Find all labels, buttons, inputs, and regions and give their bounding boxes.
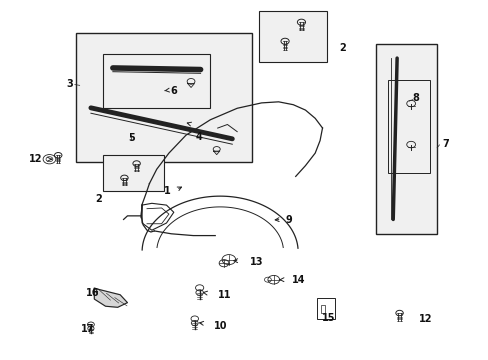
- Polygon shape: [94, 288, 127, 307]
- Text: 2: 2: [95, 194, 102, 204]
- Text: 12: 12: [418, 314, 432, 324]
- Text: 13: 13: [250, 257, 264, 267]
- Text: 17: 17: [81, 324, 95, 334]
- Text: 10: 10: [214, 321, 227, 331]
- Text: 7: 7: [441, 139, 448, 149]
- Text: 11: 11: [217, 291, 231, 301]
- Text: 1: 1: [163, 186, 170, 196]
- Text: 15: 15: [321, 313, 334, 323]
- Bar: [259, 12, 327, 62]
- Text: 2: 2: [339, 43, 346, 53]
- Text: 5: 5: [128, 133, 135, 143]
- Text: 4: 4: [195, 132, 202, 142]
- Bar: [387, 80, 429, 173]
- Bar: [103, 54, 210, 108]
- Bar: [103, 155, 163, 191]
- Bar: [320, 305, 325, 313]
- Text: 8: 8: [412, 93, 419, 103]
- Text: 3: 3: [66, 79, 73, 89]
- Text: 9: 9: [285, 215, 292, 225]
- Text: 16: 16: [86, 288, 100, 298]
- Text: 6: 6: [170, 86, 177, 96]
- Bar: [375, 44, 436, 234]
- Bar: [316, 298, 334, 319]
- Text: 12: 12: [29, 154, 42, 164]
- Text: 14: 14: [292, 275, 305, 285]
- Bar: [76, 33, 251, 162]
